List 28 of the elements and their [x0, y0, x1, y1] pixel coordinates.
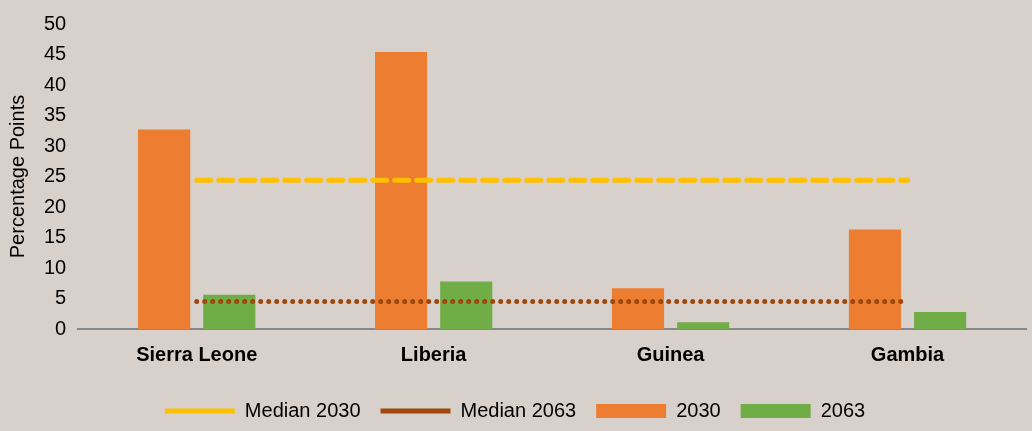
y-tick-label: 35 — [44, 103, 67, 126]
bar — [848, 229, 902, 329]
y-tick-label: 20 — [44, 194, 67, 217]
x-tick-label: Sierra Leone — [136, 342, 258, 365]
y-tick-label: 50 — [44, 11, 67, 34]
legend-label: 2030 — [676, 398, 721, 421]
x-tick-label: Guinea — [636, 342, 706, 365]
bar — [611, 288, 665, 329]
x-tick-label: Liberia — [400, 342, 468, 365]
y-tick-label: 40 — [44, 72, 67, 95]
bar — [440, 281, 493, 329]
y-tick-label: 5 — [55, 286, 67, 309]
y-tick-label: 30 — [44, 133, 67, 156]
legend-label: Median 2063 — [460, 398, 577, 421]
y-tick-label: 15 — [44, 225, 67, 248]
y-axis-title: Percentage Points — [5, 94, 28, 259]
bar — [677, 322, 730, 329]
bar — [203, 294, 256, 329]
legend-label: Median 2030 — [244, 398, 361, 421]
y-tick-label: 45 — [44, 42, 67, 65]
legend-label: 2063 — [820, 398, 866, 421]
bar — [375, 52, 428, 329]
bar — [138, 129, 191, 329]
y-tick-label: 0 — [55, 316, 67, 339]
bar — [914, 311, 967, 329]
y-tick-label: 25 — [44, 164, 67, 187]
y-tick-label: 10 — [44, 255, 67, 278]
x-tick-label: Gambia — [870, 342, 946, 365]
